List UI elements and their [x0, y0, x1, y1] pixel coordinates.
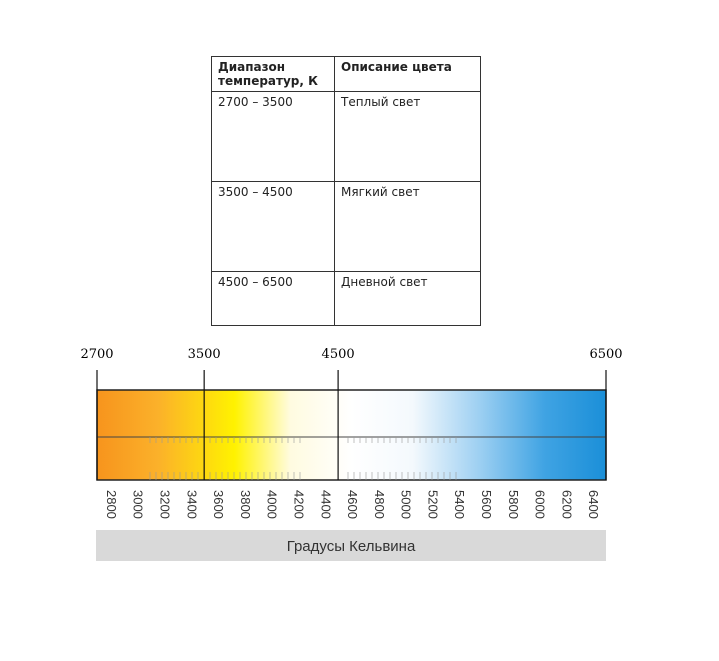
table-cell: 4500 – 6500 [211, 271, 335, 326]
gradient-bar [96, 389, 607, 481]
header-cell: Диапазон температур, К [211, 56, 335, 92]
bottom-label: 6400 [586, 490, 601, 519]
bottom-label: 4600 [345, 490, 360, 519]
bottom-label: 2800 [104, 490, 119, 519]
bottom-label: 3600 [211, 490, 226, 519]
bottom-label: 3200 [158, 490, 173, 519]
table-row: 4500 – 6500 Дневной свет [211, 271, 481, 326]
caption: Градусы Кельвина [287, 538, 416, 555]
bottom-label: 4400 [318, 490, 333, 519]
bottom-label: 5000 [399, 490, 414, 519]
bottom-label: 3400 [184, 490, 199, 519]
table-header: Диапазон температур, К Описание цвета [211, 56, 481, 92]
bottom-label: 6000 [533, 490, 548, 519]
table-cell: Дневной свет [334, 271, 481, 326]
bottom-label: 4200 [291, 490, 306, 519]
top-label: 3500 [188, 347, 221, 362]
bottom-label: 5600 [479, 490, 494, 519]
bottom-label: 4000 [265, 490, 280, 519]
header-cell: Описание цвета [334, 56, 481, 92]
table-row: 3500 – 4500 Мягкий свет [211, 181, 481, 272]
bottom-label: 5400 [452, 490, 467, 519]
caption-bar [96, 530, 606, 561]
color-table: Диапазон температур, К Описание цвета 27… [211, 56, 481, 326]
bottom-label: 3800 [238, 490, 253, 519]
table-cell: Теплый свет [334, 91, 481, 182]
table-cell: 2700 – 3500 [211, 91, 335, 182]
bottom-label: 3000 [131, 490, 146, 519]
table-cell: Мягкий свет [334, 181, 481, 272]
bottom-label: 6200 [559, 490, 574, 519]
top-label: 4500 [322, 347, 355, 362]
bottom-label: 5800 [506, 490, 521, 519]
table-cell: 3500 – 4500 [211, 181, 335, 272]
top-label: 6500 [589, 347, 622, 362]
top-label: 2700 [80, 347, 113, 362]
bottom-label: 5200 [425, 490, 440, 519]
bottom-label: 4800 [372, 490, 387, 519]
table-row: 2700 – 3500 Теплый свет [211, 91, 481, 182]
